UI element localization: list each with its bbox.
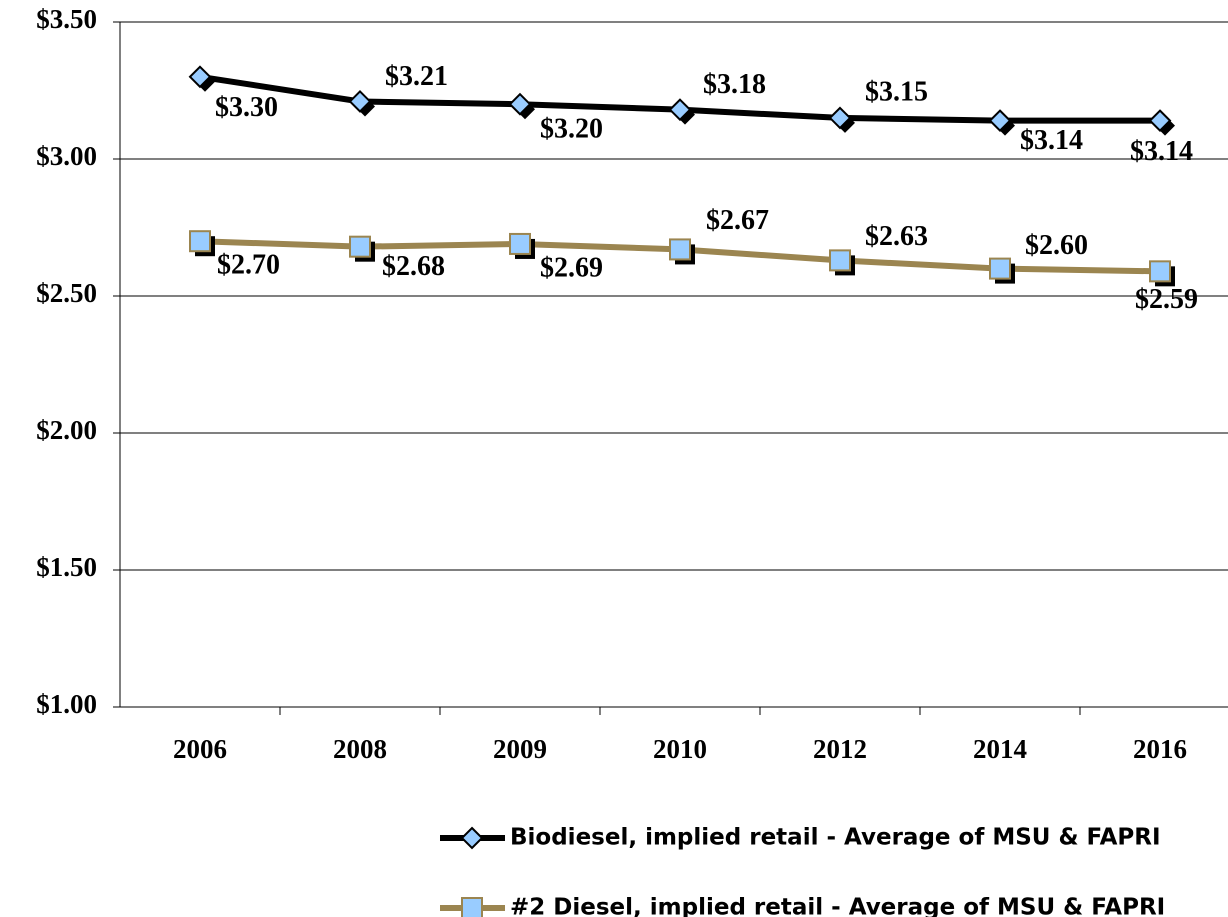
data-label: $2.63 (865, 221, 928, 252)
data-point (189, 230, 211, 253)
y-tick-label: $1.00 (36, 689, 97, 719)
data-point (669, 238, 691, 261)
data-label: $3.14 (1020, 125, 1083, 156)
data-point (989, 257, 1011, 280)
data-label: $2.69 (540, 252, 603, 283)
data-point (348, 90, 372, 113)
y-tick-label: $2.00 (36, 415, 97, 445)
y-tick-label: $2.50 (36, 278, 97, 308)
data-point (668, 98, 692, 122)
x-tick-label: 2014 (973, 734, 1027, 764)
data-point (988, 109, 1012, 133)
legend-marker (461, 897, 483, 917)
y-tick-label: $1.50 (36, 552, 97, 582)
legend-label: Biodiesel, implied retail - Average of M… (510, 825, 1161, 851)
data-label: $3.20 (540, 114, 603, 145)
data-label: $2.70 (217, 250, 280, 281)
legend-marker (460, 826, 484, 850)
data-point (828, 106, 852, 130)
data-point (1149, 260, 1171, 283)
data-label: $2.60 (1025, 230, 1088, 261)
data-label: $3.15 (865, 76, 928, 107)
data-point (508, 92, 532, 116)
data-label: $3.14 (1130, 136, 1193, 167)
x-tick-label: 2010 (653, 734, 707, 764)
x-tick-label: 2012 (813, 734, 867, 764)
data-point (509, 232, 531, 255)
data-label: $3.21 (385, 61, 448, 92)
data-point (829, 249, 851, 272)
x-tick-label: 2008 (333, 734, 387, 764)
y-tick-label: $3.50 (36, 4, 97, 34)
x-tick-label: 2006 (173, 734, 227, 764)
data-label: $2.59 (1135, 284, 1198, 315)
data-point (1148, 109, 1172, 133)
data-label: $2.67 (706, 205, 769, 236)
data-point (349, 235, 371, 258)
data-label: $3.18 (703, 69, 766, 100)
data-point (188, 65, 212, 89)
data-label: $2.68 (382, 251, 445, 282)
data-label: $3.30 (215, 92, 278, 123)
legend-label: #2 Diesel, implied retail - Average of M… (510, 895, 1165, 917)
y-tick-label: $3.00 (36, 141, 97, 171)
x-tick-label: 2009 (493, 734, 547, 764)
x-tick-label: 2016 (1133, 734, 1187, 764)
